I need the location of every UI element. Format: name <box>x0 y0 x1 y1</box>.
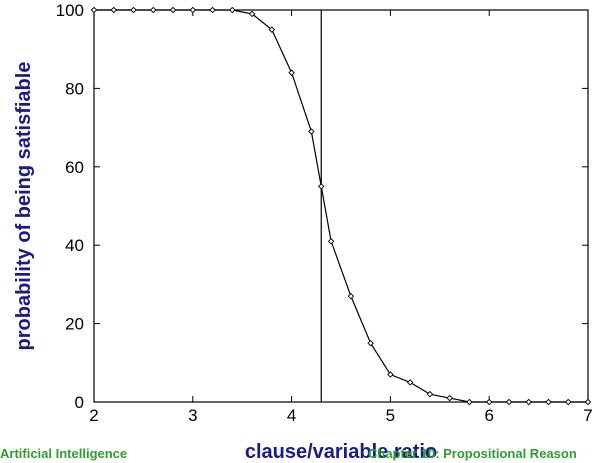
data-point <box>466 398 473 406</box>
data-point <box>130 6 137 14</box>
data-point <box>318 183 325 190</box>
x-tick-label: 7 <box>583 406 592 425</box>
x-tick-label: 5 <box>386 406 395 425</box>
data-point <box>387 371 394 378</box>
data-point <box>505 398 513 406</box>
marker-group <box>90 6 592 406</box>
data-point <box>209 6 216 14</box>
data-point <box>367 339 374 347</box>
data-point <box>545 398 552 406</box>
x-tick-label: 2 <box>89 406 98 425</box>
y-tick-label: 80 <box>65 79 84 98</box>
data-point <box>169 6 177 14</box>
data-point <box>406 379 414 386</box>
plot-frame <box>93 9 589 403</box>
data-point <box>485 398 493 406</box>
y-tick-label: 100 <box>56 1 84 20</box>
tick-group <box>93 9 589 403</box>
footer-left-text: Artificial Intelligence <box>0 446 128 461</box>
data-point <box>248 10 256 18</box>
data-point <box>229 6 236 14</box>
y-tick-label: 40 <box>65 236 84 255</box>
tick-label-group: 2 3 4 5 6 7 0 20 40 60 80 100 <box>56 1 593 425</box>
y-tick-label: 20 <box>65 315 84 334</box>
data-point <box>288 69 295 76</box>
data-point <box>426 390 434 398</box>
data-point <box>347 292 355 300</box>
series-line <box>94 9 588 403</box>
footer-right-text: Chapter 10: Propositional Reason <box>368 446 577 461</box>
y-axis-title: probability of being satisfiable <box>13 62 35 351</box>
data-point <box>327 238 335 245</box>
data-point <box>525 398 532 406</box>
data-point <box>584 398 592 406</box>
x-tick-label: 6 <box>484 406 493 425</box>
data-point <box>446 394 453 402</box>
y-tick-label: 0 <box>75 393 84 412</box>
data-point <box>90 6 98 14</box>
data-point <box>268 26 276 33</box>
x-tick-label: 3 <box>188 406 197 425</box>
data-point <box>308 128 315 135</box>
data-point <box>110 6 117 14</box>
x-tick-label: 4 <box>287 406 296 425</box>
data-point <box>189 6 197 14</box>
data-point <box>150 6 157 14</box>
x-axis-title: clause/variable ratio <box>245 441 437 463</box>
y-tick-label: 60 <box>65 158 84 177</box>
data-point <box>565 398 572 406</box>
